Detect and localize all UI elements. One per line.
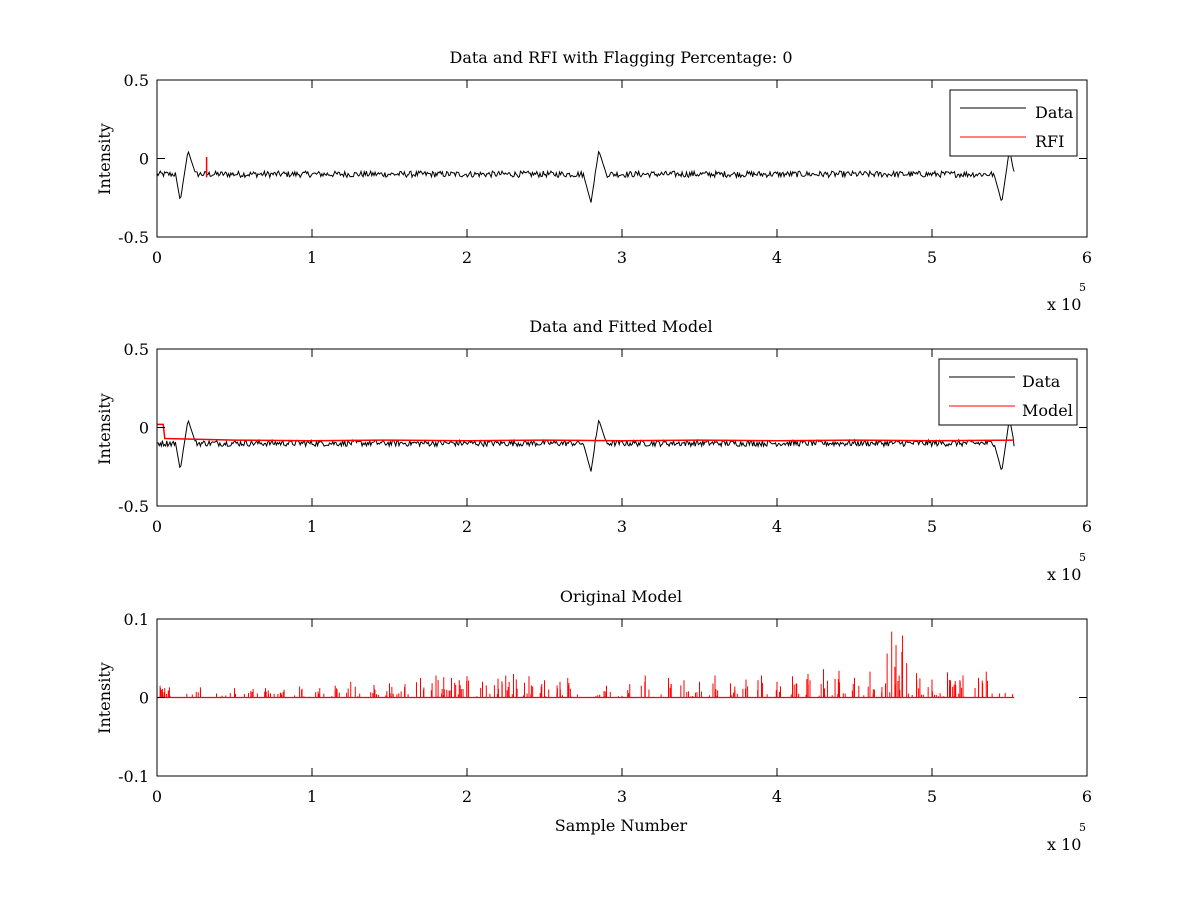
y-tick-label: 0 [139,419,149,438]
y-tick-label: 0 [139,689,149,708]
x-axis-exponent: x 10 [1047,295,1081,314]
x-tick-label: 1 [307,787,317,806]
x-tick-label: 4 [772,248,782,267]
legend-label-model: Model [1022,401,1073,420]
data-series-line [156,150,1015,203]
x-tick-label: 0 [152,787,162,806]
x-tick-label: 1 [307,517,317,536]
y-tick-label: 0 [139,150,149,169]
x-tick-label: 5 [927,787,937,806]
y-axis-label: Intensity [95,662,114,734]
x-axis-exponent: x 10 [1047,565,1081,584]
x-tick-label: 2 [462,787,472,806]
subplot-title: Data and Fitted Model [529,317,712,336]
y-tick-label: 0.5 [124,340,149,359]
y-axis-label: Intensity [95,123,114,195]
y-tick-label: -0.1 [118,767,149,786]
y-tick-label: -0.5 [118,228,149,247]
legend-label-rfi: RFI [1035,132,1064,151]
y-tick-label: -0.5 [118,497,149,516]
x-tick-label: 0 [152,517,162,536]
x-tick-label: 3 [617,517,627,536]
x-axis-exponent-power: 5 [1079,281,1086,294]
x-axis-exponent: x 10 [1047,835,1081,854]
x-tick-label: 4 [772,787,782,806]
legend-label-data: Data [1035,103,1074,122]
x-tick-label: 2 [462,248,472,267]
x-tick-label: 5 [927,517,937,536]
x-tick-label: 3 [617,787,627,806]
x-axis-exponent-power: 5 [1079,551,1086,564]
x-tick-label: 1 [307,248,317,267]
subplot-title: Data and RFI with Flagging Percentage: 0 [449,48,792,67]
legend-label-data: Data [1022,372,1061,391]
y-tick-label: 0.5 [124,71,149,90]
y-tick-label: 0.1 [124,610,149,629]
x-tick-label: 4 [772,517,782,536]
legend-box [949,89,1078,157]
subplot-rfi: Data and RFI with Flagging Percentage: 0… [95,48,1092,314]
legend-box [938,358,1078,426]
x-tick-label: 5 [927,248,937,267]
x-tick-label: 2 [462,517,472,536]
legend: Data RFI [949,89,1078,157]
x-tick-label: 6 [1082,787,1092,806]
y-axis-label: Intensity [95,393,114,465]
subplot-title: Original Model [560,587,682,606]
x-axis-exponent-power: 5 [1079,821,1086,834]
subplot-original-model: Original Model Intensity 0 1 2 3 4 5 6-0.100.1… [95,587,1092,854]
subplot-fitted-model: Data and Fitted Model Intensity 0 1 2 3 4 5 6 -… [95,317,1092,584]
x-tick-label: 6 [1082,517,1092,536]
legend: Data Model [938,358,1078,426]
x-tick-label: 0 [152,248,162,267]
x-tick-label: 3 [617,248,627,267]
data-series-line [156,419,1015,472]
x-axis-label: Sample Number [555,816,688,835]
x-tick-label: 6 [1082,248,1092,267]
model-series-line [157,423,1015,442]
